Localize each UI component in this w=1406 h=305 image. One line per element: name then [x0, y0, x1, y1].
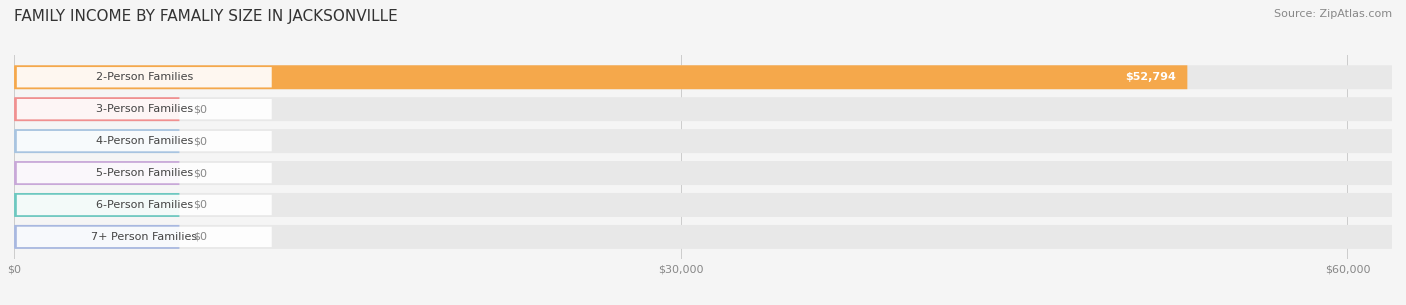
- Text: $0: $0: [193, 136, 207, 146]
- FancyBboxPatch shape: [17, 67, 271, 88]
- FancyBboxPatch shape: [14, 193, 180, 217]
- Text: $0: $0: [193, 232, 207, 242]
- FancyBboxPatch shape: [14, 225, 1392, 249]
- Text: $0: $0: [193, 168, 207, 178]
- FancyBboxPatch shape: [14, 193, 1392, 217]
- FancyBboxPatch shape: [14, 129, 180, 153]
- FancyBboxPatch shape: [17, 131, 271, 151]
- FancyBboxPatch shape: [14, 225, 180, 249]
- FancyBboxPatch shape: [17, 163, 271, 183]
- FancyBboxPatch shape: [17, 227, 271, 247]
- Text: $0: $0: [193, 200, 207, 210]
- Text: $0: $0: [193, 104, 207, 114]
- FancyBboxPatch shape: [17, 195, 271, 215]
- FancyBboxPatch shape: [17, 99, 271, 119]
- FancyBboxPatch shape: [14, 161, 180, 185]
- FancyBboxPatch shape: [14, 65, 1187, 89]
- Text: 3-Person Families: 3-Person Families: [96, 104, 193, 114]
- FancyBboxPatch shape: [14, 65, 1392, 89]
- Text: FAMILY INCOME BY FAMALIY SIZE IN JACKSONVILLE: FAMILY INCOME BY FAMALIY SIZE IN JACKSON…: [14, 9, 398, 24]
- Text: Source: ZipAtlas.com: Source: ZipAtlas.com: [1274, 9, 1392, 19]
- FancyBboxPatch shape: [14, 129, 1392, 153]
- Text: 4-Person Families: 4-Person Families: [96, 136, 193, 146]
- FancyBboxPatch shape: [14, 97, 180, 121]
- FancyBboxPatch shape: [14, 161, 1392, 185]
- Text: $52,794: $52,794: [1125, 72, 1177, 82]
- FancyBboxPatch shape: [14, 97, 1392, 121]
- Text: 5-Person Families: 5-Person Families: [96, 168, 193, 178]
- Text: 2-Person Families: 2-Person Families: [96, 72, 193, 82]
- Text: 6-Person Families: 6-Person Families: [96, 200, 193, 210]
- Text: 7+ Person Families: 7+ Person Families: [91, 232, 197, 242]
